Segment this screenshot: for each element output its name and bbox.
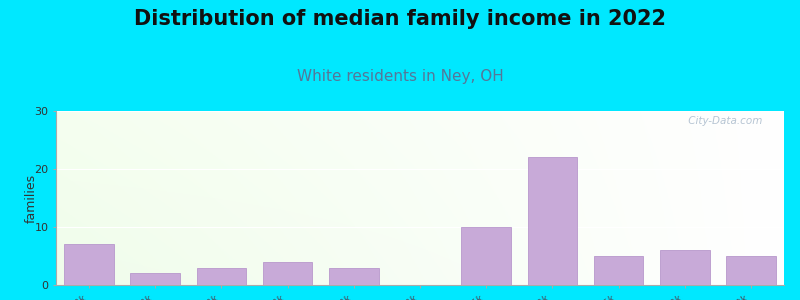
Bar (594, 256, 643, 285)
Bar (527, 158, 577, 285)
Text: City-Data.com: City-Data.com (685, 116, 762, 126)
Text: Distribution of median family income in 2022: Distribution of median family income in … (134, 9, 666, 29)
Bar (660, 250, 710, 285)
Bar (329, 268, 378, 285)
Bar (64, 244, 114, 285)
Bar (462, 227, 511, 285)
Bar (197, 268, 246, 285)
Text: White residents in Ney, OH: White residents in Ney, OH (297, 69, 503, 84)
Bar (263, 262, 313, 285)
Y-axis label: families: families (25, 173, 38, 223)
Bar (130, 273, 180, 285)
Bar (726, 256, 776, 285)
